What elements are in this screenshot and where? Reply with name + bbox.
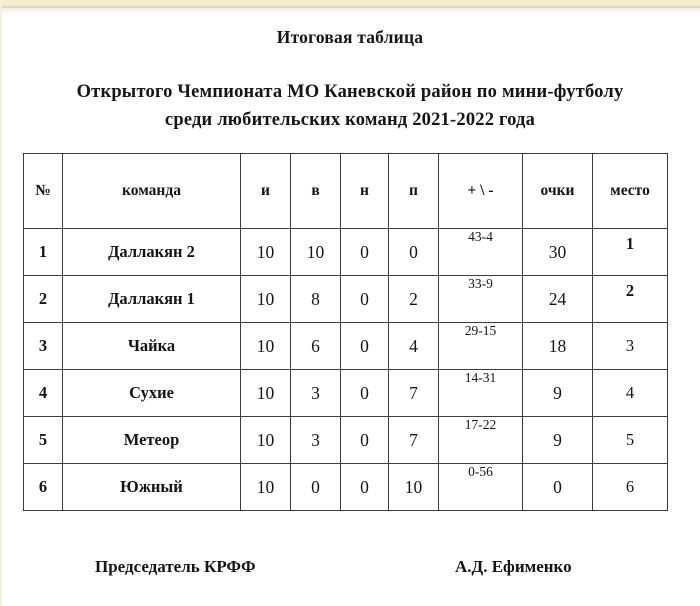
cell-diff: 29-15 [438,322,523,370]
column-header-p: п [388,153,439,229]
cell-i: 10 [240,369,291,417]
standings-header: № команда и в н п + \ - очки место [23,153,668,229]
cell-place: 3 [592,322,668,370]
signature-role: Председатель КРФФ [95,557,256,576]
cell-i: 10 [240,228,291,276]
cell-team: Даллакян 2 [62,228,241,276]
cell-num: 3 [23,322,63,370]
page-subtitle-line2: среди любительских команд 2021-2022 года [164,110,536,130]
cell-team: Даллакян 1 [62,275,241,323]
cell-p: 4 [388,322,439,370]
column-header-team: команда [62,153,241,229]
column-header-diff: + \ - [438,153,523,229]
cell-team: Метеор [62,416,241,464]
standings-body: 1 Даллакян 2 10 10 0 0 43-4 30 1 2 Даллакян 1 10 8 0 2… [23,228,668,511]
cell-diff: 14-31 [438,369,523,417]
cell-team: Южный [62,463,241,511]
cell-p: 2 [388,275,439,323]
page-top-border [0,0,700,8]
cell-diff: 0-56 [438,463,523,511]
cell-points: 18 [522,322,593,370]
cell-diff: 43-4 [438,228,523,276]
cell-place: 2 [592,275,668,323]
cell-i: 10 [240,416,291,464]
cell-i: 10 [240,322,291,370]
column-header-i: и [240,153,291,229]
cell-diff: 33-9 [438,275,523,323]
cell-points: 9 [522,369,593,417]
table-row: 3 Чайка 10 6 0 4 29-15 18 3 [23,322,668,370]
cell-num: 5 [23,416,63,464]
cell-i: 10 [240,463,291,511]
cell-points: 9 [522,416,593,464]
standings-table: № команда и в н п + \ - очки место 1 Даллакян 2 10… [23,153,668,511]
table-row: 5 Метеор 10 3 0 7 17-22 9 5 [23,416,668,464]
column-header-num: № [23,153,63,229]
column-header-points: очки [522,153,593,229]
cell-p: 0 [388,228,439,276]
page-title: Итоговая таблица [276,27,424,47]
cell-team: Сухие [62,369,241,417]
cell-p: 10 [388,463,439,511]
cell-points: 30 [522,228,593,276]
page-top-border-fade [0,8,700,14]
cell-n: 0 [340,322,389,370]
cell-team: Чайка [62,322,241,370]
cell-points: 24 [522,275,593,323]
column-header-n: н [340,153,389,229]
cell-p: 7 [388,416,439,464]
cell-v: 3 [290,416,341,464]
cell-p: 7 [388,369,439,417]
cell-i: 10 [240,275,291,323]
page-subtitle-line1: Открытого Чемпионата МО Каневской район … [76,82,624,102]
cell-place: 5 [592,416,668,464]
cell-v: 0 [290,463,341,511]
cell-num: 2 [23,275,63,323]
cell-n: 0 [340,369,389,417]
table-row: 4 Сухие 10 3 0 7 14-31 9 4 [23,369,668,417]
cell-n: 0 [340,416,389,464]
table-row: 1 Даллакян 2 10 10 0 0 43-4 30 1 [23,228,668,276]
cell-num: 1 [23,228,63,276]
column-header-place: место [592,153,668,229]
cell-place: 4 [592,369,668,417]
cell-v: 3 [290,369,341,417]
cell-place: 1 [592,228,668,276]
cell-v: 6 [290,322,341,370]
table-row: 6 Южный 10 0 0 10 0-56 0 6 [23,463,668,511]
page-subtitle: Открытого Чемпионата МО Каневской район … [0,78,700,134]
header-row: № команда и в н п + \ - очки место [23,153,668,229]
cell-v: 8 [290,275,341,323]
signature-name: А.Д. Ефименко [455,557,572,576]
cell-v: 10 [290,228,341,276]
cell-place: 6 [592,463,668,511]
page-left-border [0,0,2,606]
column-header-v: в [290,153,341,229]
cell-num: 4 [23,369,63,417]
cell-n: 0 [340,228,389,276]
signature-line: Председатель КРФФ А.Д. Ефименко [0,557,700,585]
cell-points: 0 [522,463,593,511]
cell-n: 0 [340,275,389,323]
cell-diff: 17-22 [438,416,523,464]
cell-n: 0 [340,463,389,511]
table-row: 2 Даллакян 1 10 8 0 2 33-9 24 2 [23,275,668,323]
cell-num: 6 [23,463,63,511]
